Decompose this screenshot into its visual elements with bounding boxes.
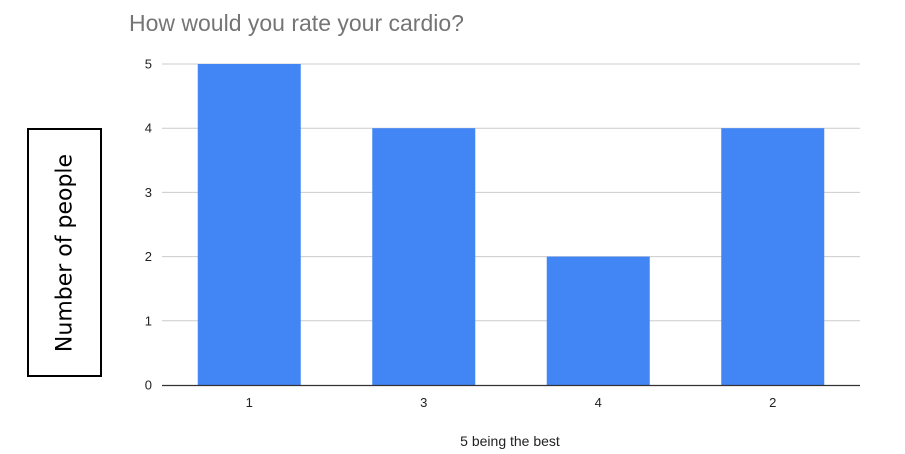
y-tick-label: 3 (145, 185, 152, 200)
x-tick-label: 4 (595, 395, 602, 410)
y-tick-labels: 0 1 2 3 4 5 (145, 57, 152, 393)
x-tick-label: 1 (246, 395, 253, 410)
chart-title: How would you rate your cardio? (129, 10, 464, 36)
y-tick-label: 5 (145, 57, 152, 72)
bar-4 (546, 256, 650, 385)
y-axis-label-box: Number of people (27, 128, 102, 377)
bar-3 (372, 128, 476, 385)
x-axis-label: 5 being the best (460, 433, 560, 449)
bar-1 (197, 64, 301, 385)
bar-2 (721, 128, 825, 385)
y-tick-label: 2 (145, 249, 152, 264)
x-tick-label: 3 (420, 395, 427, 410)
bars (197, 64, 825, 385)
y-tick-label: 4 (145, 121, 152, 136)
y-tick-label: 1 (145, 313, 152, 328)
y-tick-label: 0 (145, 378, 152, 393)
x-tick-label: 2 (769, 395, 776, 410)
x-tick-labels: 1 3 4 2 (246, 395, 777, 410)
